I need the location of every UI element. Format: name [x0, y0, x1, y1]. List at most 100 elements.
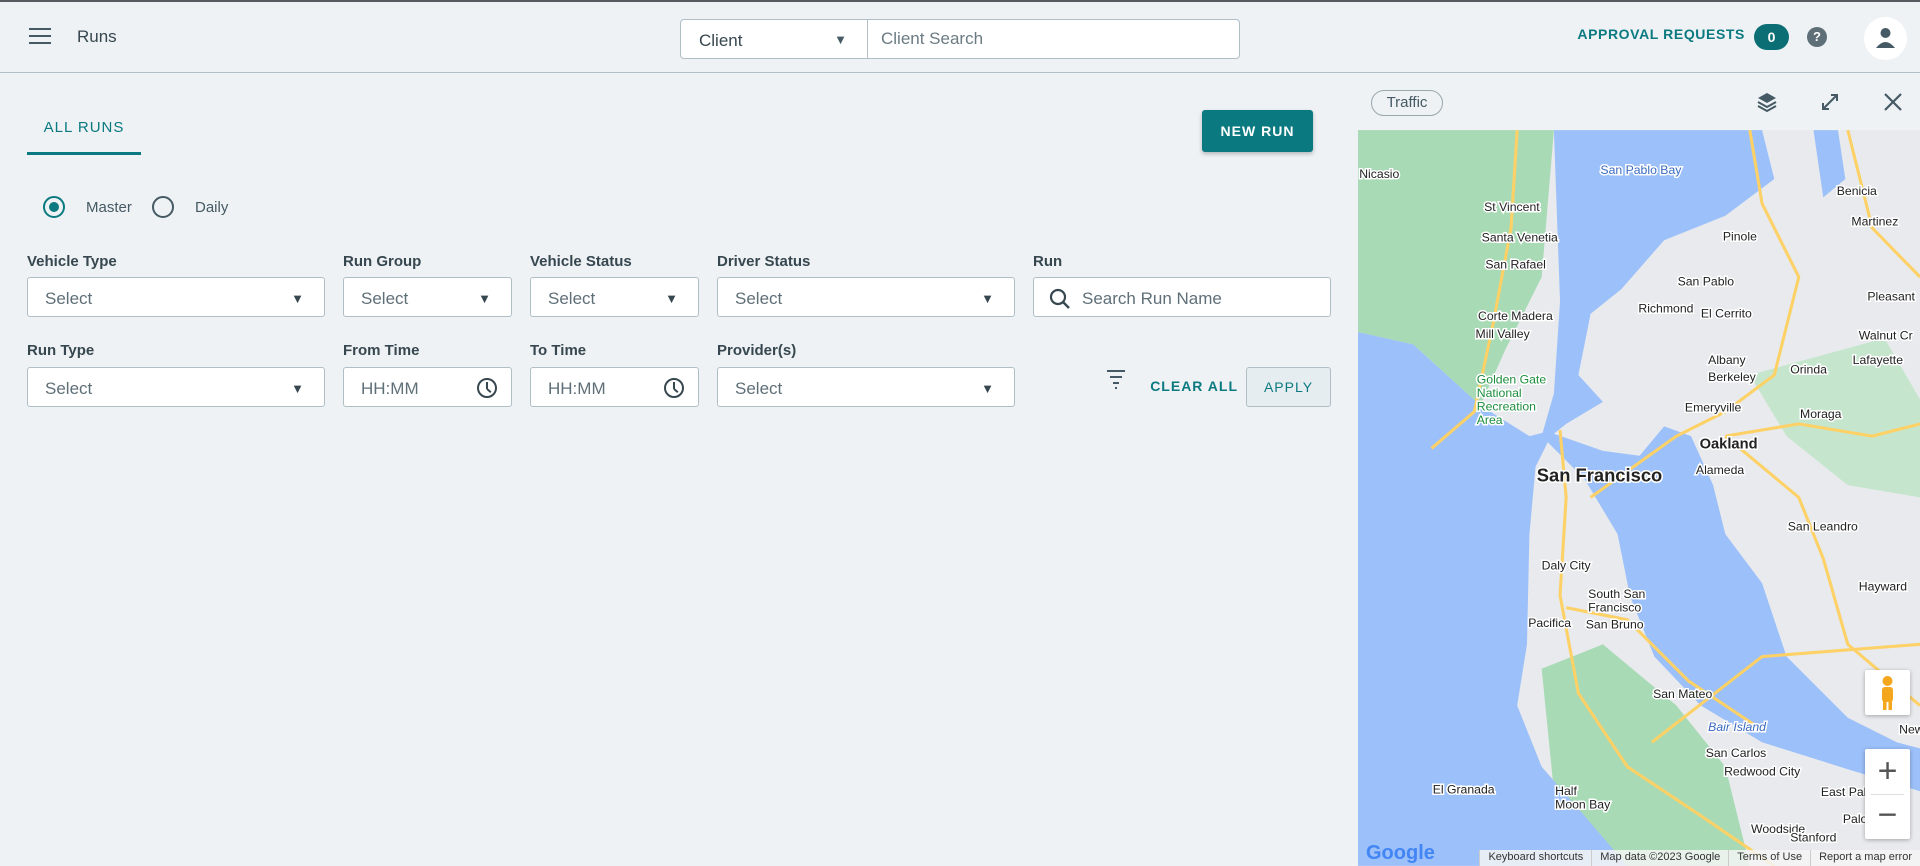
map-place-label: San Francisco — [1537, 464, 1663, 485]
driver-status-label: Driver Status — [717, 253, 811, 270]
new-run-button[interactable]: NEW RUN — [1202, 110, 1313, 152]
tab-all-runs[interactable]: ALL RUNS — [27, 119, 141, 155]
from-time-label: From Time — [343, 342, 420, 359]
layers-icon[interactable] — [1755, 90, 1779, 114]
run-group-select[interactable]: Select ▼ — [343, 277, 512, 317]
vehicle-status-value: Select — [548, 289, 596, 308]
map-water — [1358, 332, 1628, 866]
report-map-error-link[interactable]: Report a map error — [1810, 850, 1920, 866]
user-icon — [1876, 28, 1895, 48]
approval-requests-link[interactable]: APPROVAL REQUESTS — [1577, 26, 1745, 42]
keyboard-shortcuts-link[interactable]: Keyboard shortcuts — [1479, 850, 1591, 866]
radio-master[interactable] — [43, 196, 65, 218]
map-place-label: San Pablo — [1678, 275, 1735, 289]
map-place-label: Berkeley — [1708, 370, 1756, 384]
run-search-placeholder: Search Run Name — [1082, 289, 1222, 308]
app-header — [0, 2, 1920, 73]
caret-down-icon: ▼ — [291, 381, 304, 396]
to-time-placeholder: HH:MM — [548, 379, 606, 398]
map-place-label: South San Francisco — [1588, 587, 1645, 614]
clear-all-button[interactable]: CLEAR ALL — [1150, 378, 1238, 394]
map-canvas[interactable]: San Pablo Bay Nicasio St Vincent Santa Vene… — [1358, 130, 1920, 866]
vehicle-status-label: Vehicle Status — [530, 253, 632, 270]
run-type-select[interactable]: Select ▼ — [27, 367, 325, 407]
vehicle-type-value: Select — [45, 289, 93, 308]
run-group-label: Run Group — [343, 253, 422, 270]
map-place-label: Emeryville — [1685, 401, 1742, 415]
from-time-input[interactable]: HH:MM — [343, 367, 512, 407]
zoom-out-button[interactable]: − — [1877, 796, 1898, 834]
page-title: Runs — [77, 27, 117, 46]
to-time-input[interactable]: HH:MM — [530, 367, 699, 407]
zoom-in-button[interactable]: + — [1877, 752, 1898, 790]
radio-master-label: Master — [86, 199, 132, 216]
expand-icon[interactable] — [1818, 90, 1842, 114]
search-icon — [1049, 288, 1070, 309]
map-place-label: Albany — [1708, 353, 1746, 367]
caret-down-icon: ▼ — [291, 291, 304, 306]
map-place-label: Stanford — [1790, 830, 1836, 844]
radio-daily-label: Daily — [195, 199, 229, 216]
zoom-controls: + − — [1865, 749, 1910, 839]
map-place-label: Redwood City — [1724, 764, 1801, 778]
map-place-label: Hayward — [1859, 579, 1907, 593]
map-water — [1541, 130, 1920, 792]
map-place-label: Mill Valley — [1476, 327, 1531, 341]
close-icon[interactable] — [1882, 91, 1904, 113]
map-place-label: Corte Madera — [1478, 309, 1553, 323]
filter-icon[interactable] — [1106, 368, 1126, 390]
help-icon[interactable]: ? — [1807, 27, 1827, 47]
to-time-label: To Time — [530, 342, 587, 359]
menu-icon[interactable] — [29, 28, 51, 44]
top-border — [0, 0, 1920, 2]
map-place-label: El Granada — [1433, 783, 1495, 797]
map-place-label: Santa Venetia — [1482, 230, 1558, 244]
map-place-label: Martinez — [1851, 215, 1898, 229]
map-footer: Keyboard shortcuts Map data ©2023 Google… — [1479, 850, 1920, 866]
run-label: Run — [1033, 253, 1063, 270]
run-type-value: Select — [45, 379, 93, 398]
map-place-label: El Cerrito — [1701, 306, 1752, 320]
run-search-input[interactable]: Search Run Name — [1033, 277, 1331, 317]
vehicle-type-label: Vehicle Type — [27, 253, 117, 270]
map-park — [1541, 644, 1750, 866]
terms-of-use-link[interactable]: Terms of Use — [1728, 850, 1810, 866]
clock-icon[interactable] — [664, 378, 684, 398]
apply-button[interactable]: APPLY — [1246, 367, 1331, 407]
pegman-icon — [1882, 676, 1893, 710]
map-park — [1358, 130, 1554, 406]
caret-down-icon: ▼ — [834, 32, 847, 47]
clock-icon[interactable] — [477, 378, 497, 398]
map-place-label: San Pablo Bay — [1600, 163, 1682, 177]
radio-daily[interactable] — [152, 196, 174, 218]
map-place-label: San Mateo — [1653, 687, 1712, 701]
driver-status-value: Select — [735, 289, 783, 308]
map-place-label: Benicia — [1837, 184, 1877, 198]
run-group-value: Select — [361, 289, 409, 308]
client-search-input[interactable] — [867, 19, 1240, 59]
map-place-label: Nicasio — [1359, 167, 1399, 181]
street-view-pegman[interactable] — [1865, 670, 1910, 715]
map-water — [1813, 130, 1846, 198]
providers-value: Select — [735, 379, 783, 398]
avatar[interactable] — [1864, 17, 1907, 60]
from-time-placeholder: HH:MM — [361, 379, 419, 398]
approval-count-badge[interactable]: 0 — [1754, 24, 1789, 50]
divider — [1871, 794, 1904, 795]
providers-select[interactable]: Select ▼ — [717, 367, 1015, 407]
map-place-label: Bair Island — [1708, 720, 1767, 734]
google-logo: Google — [1366, 842, 1435, 864]
map-place-label: Daly City — [1542, 559, 1592, 573]
map-place-label: San Carlos — [1706, 746, 1767, 760]
traffic-toggle[interactable]: Traffic — [1371, 90, 1443, 116]
map-place-label: San Rafael — [1485, 257, 1546, 271]
map-place-label: Pinole — [1723, 229, 1757, 243]
map-place-label: Golden Gate National Recreation Area — [1477, 373, 1547, 427]
client-select-value: Client — [699, 31, 743, 50]
vehicle-status-select[interactable]: Select ▼ — [530, 277, 699, 317]
driver-status-select[interactable]: Select ▼ — [717, 277, 1015, 317]
vehicle-type-select[interactable]: Select ▼ — [27, 277, 325, 317]
client-type-select[interactable]: Client ▼ — [680, 19, 868, 59]
map[interactable]: San Pablo Bay Nicasio St Vincent Santa Vene… — [1358, 130, 1920, 866]
providers-label: Provider(s) — [717, 342, 797, 359]
